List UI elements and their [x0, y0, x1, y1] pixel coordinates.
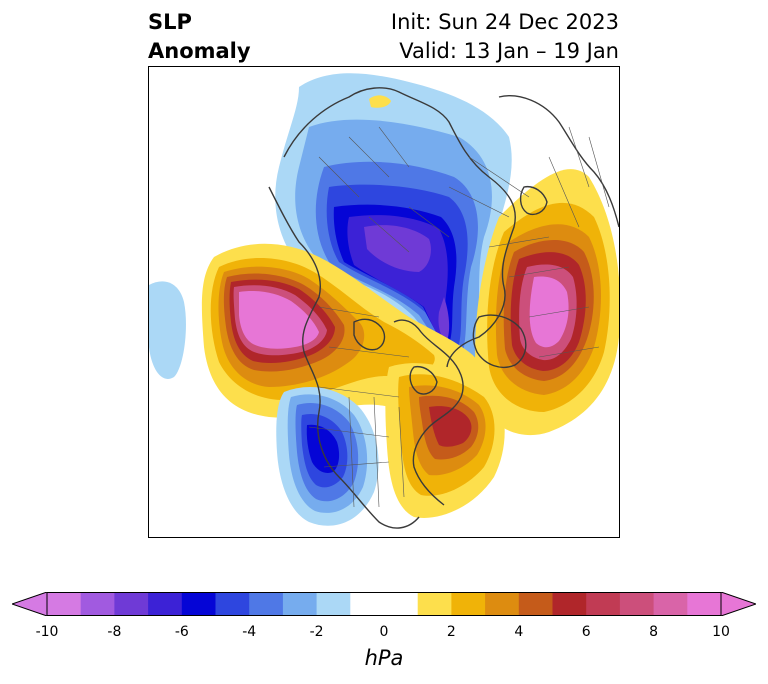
colorbar-bin: [316, 592, 351, 616]
init-date: Init: Sun 24 Dec 2023: [390, 10, 619, 34]
colorbar-tick-label: 8: [649, 624, 659, 640]
colorbar-tick-label: 0: [379, 624, 389, 640]
colorbar-tick-label: -2: [309, 624, 324, 640]
negative-anomaly-contour: [364, 225, 431, 272]
colorbar-extend-high: [720, 591, 758, 617]
forecast-dates: Init: Sun 24 Dec 2023 Valid: 13 Jan – 19…: [391, 8, 619, 66]
coastline: [498, 95, 619, 228]
colorbar-bin: [80, 592, 115, 616]
colorbar-bin: [485, 592, 520, 616]
border: [348, 396, 405, 508]
valid-period: Valid: 13 Jan – 19 Jan: [399, 39, 619, 63]
border: [308, 306, 410, 468]
colorbar-bin: [181, 592, 216, 616]
positive-anomaly-contour: [369, 95, 391, 108]
colorbar-bin: [148, 592, 183, 616]
colorbar-svg: [10, 591, 758, 619]
colorbar-unit-label: hPa: [364, 646, 404, 670]
border: [548, 126, 610, 228]
positive-anomaly-contour: [239, 291, 319, 349]
coastline: [472, 314, 527, 369]
anomaly-map: [148, 66, 620, 538]
colorbar-bin: [653, 592, 688, 616]
coastline: [519, 185, 548, 216]
colorbar-tick-label: 10: [712, 624, 730, 640]
coastline: [268, 186, 420, 529]
colorbar: [10, 591, 758, 619]
positive-anomaly-contour: [529, 276, 569, 348]
negative-anomaly-contour: [306, 424, 340, 473]
colorbar-bin: [619, 592, 654, 616]
title-variable-line2: Anomaly: [148, 39, 251, 63]
colorbar-tick-label: -6: [174, 624, 189, 640]
coastline: [393, 319, 464, 506]
border: [318, 126, 450, 253]
map-svg: [149, 73, 619, 529]
anomaly-field: [149, 73, 619, 526]
colorbar-bin: [518, 592, 553, 616]
borders: [308, 126, 610, 508]
colorbar-bin: [249, 592, 284, 616]
colorbar-bin: [451, 592, 486, 616]
colorbar-tick-label: 2: [446, 624, 456, 640]
colorbar-bin: [282, 592, 317, 616]
coastlines: [268, 87, 619, 529]
negative-anomaly-contour: [438, 297, 450, 341]
map-title: SLP Anomaly: [148, 8, 251, 66]
colorbar-tick-label: 6: [581, 624, 591, 640]
coastline: [353, 318, 386, 351]
colorbar-bin: [114, 592, 149, 616]
colorbar-bin: [417, 592, 452, 616]
colorbar-bin: [350, 592, 419, 616]
colorbar-bin: [687, 592, 722, 616]
colorbar-bin: [586, 592, 621, 616]
colorbar-bin: [215, 592, 250, 616]
coastline: [409, 365, 438, 395]
coastline: [283, 87, 516, 368]
colorbar-tick-label: -4: [242, 624, 257, 640]
colorbar-extend-low: [10, 591, 48, 617]
positive-anomaly-contour: [429, 406, 472, 447]
border: [448, 156, 600, 358]
colorbar-tick-label: 4: [514, 624, 524, 640]
colorbar-tick-label: -8: [107, 624, 122, 640]
negative-anomaly-contour: [149, 281, 186, 379]
title-variable-line1: SLP: [148, 10, 192, 34]
colorbar-tick-label: -10: [35, 624, 59, 640]
colorbar-bin: [552, 592, 587, 616]
colorbar-bin: [47, 592, 82, 616]
